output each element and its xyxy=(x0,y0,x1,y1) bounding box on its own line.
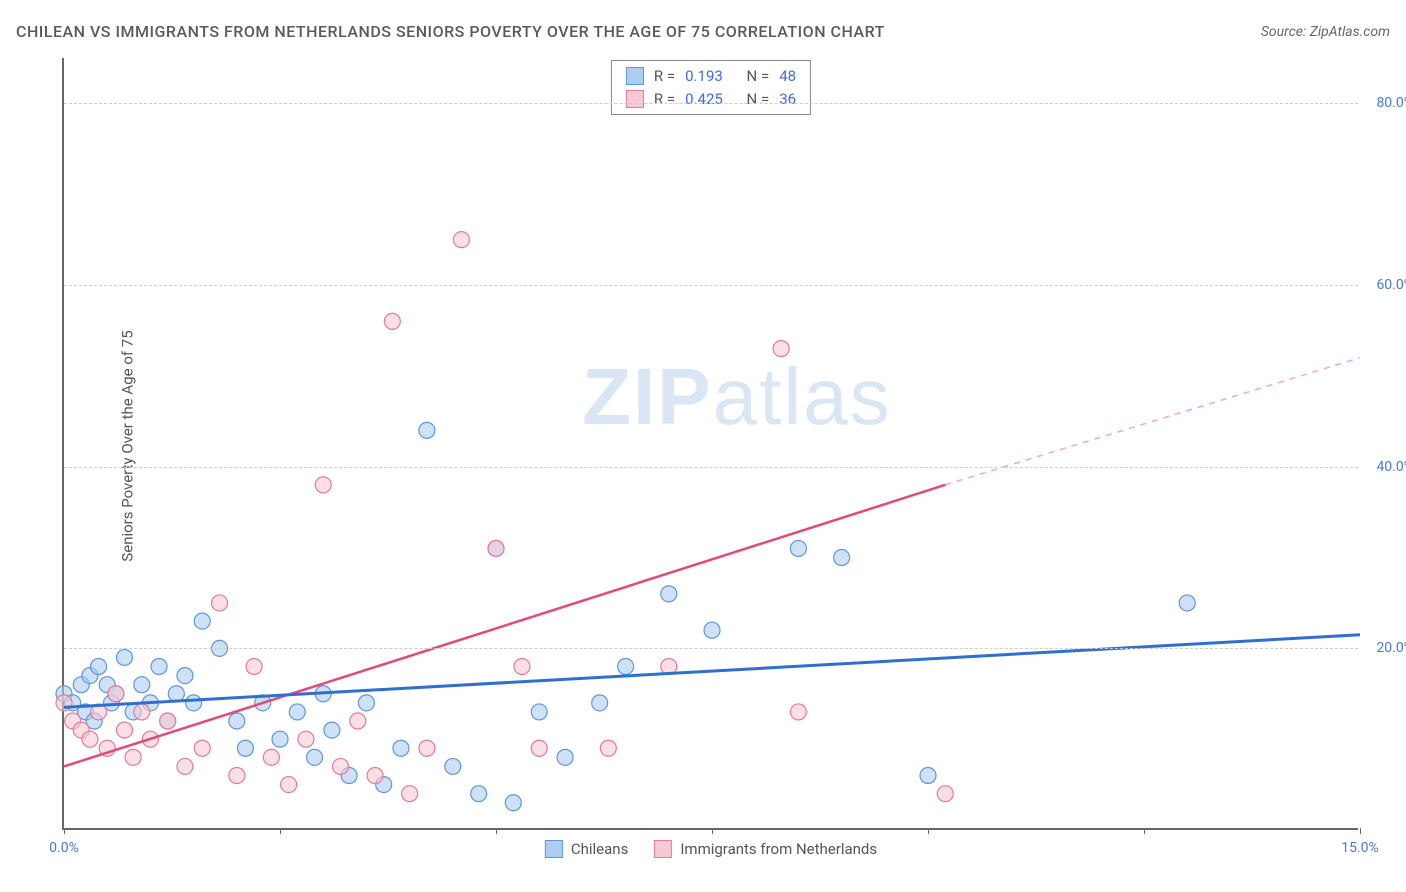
data-point xyxy=(600,740,616,756)
data-point xyxy=(453,232,469,248)
data-point xyxy=(177,758,193,774)
data-point xyxy=(531,704,547,720)
data-point xyxy=(488,540,504,556)
legend-swatch-0 xyxy=(545,840,563,858)
legend-item-1: Immigrants from Netherlands xyxy=(654,840,877,858)
data-point xyxy=(151,659,167,675)
data-point xyxy=(229,713,245,729)
data-point xyxy=(367,768,383,784)
data-point xyxy=(307,749,323,765)
data-point xyxy=(315,477,331,493)
swatch-series-1 xyxy=(626,90,644,108)
ytick-label: 40.0% xyxy=(1376,459,1406,475)
xtick xyxy=(64,828,65,834)
xtick xyxy=(280,828,281,834)
data-point xyxy=(263,749,279,765)
data-point xyxy=(393,740,409,756)
legend-label-1: Immigrants from Netherlands xyxy=(680,840,877,858)
ytick-label: 60.0% xyxy=(1376,277,1406,293)
data-point xyxy=(1179,595,1195,611)
gridline-h xyxy=(64,648,1358,649)
chart-svg xyxy=(64,58,1358,828)
bottom-legend: Chileans Immigrants from Netherlands xyxy=(545,840,877,858)
data-point xyxy=(704,622,720,638)
xtick-label: 0.0% xyxy=(49,840,79,856)
data-point xyxy=(91,659,107,675)
data-point xyxy=(531,740,547,756)
legend-swatch-1 xyxy=(654,840,672,858)
data-point xyxy=(471,786,487,802)
data-point xyxy=(160,713,176,729)
data-point xyxy=(134,677,150,693)
data-point xyxy=(194,740,210,756)
data-point xyxy=(289,704,305,720)
legend-item-0: Chileans xyxy=(545,840,628,858)
data-point xyxy=(834,550,850,566)
chart-title: CHILEAN VS IMMIGRANTS FROM NETHERLANDS S… xyxy=(16,22,885,41)
data-point xyxy=(661,586,677,602)
data-point xyxy=(108,686,124,702)
data-point xyxy=(505,795,521,811)
data-point xyxy=(82,731,98,747)
legend-label-0: Chileans xyxy=(571,840,628,858)
plot-area: ZIPatlas R = 0.193 N = 48 R = 0.425 N = … xyxy=(62,58,1358,830)
data-point xyxy=(402,786,418,802)
data-point xyxy=(324,722,340,738)
n-value-series-0: 48 xyxy=(779,65,796,88)
stats-row-series-1: R = 0.425 N = 36 xyxy=(626,88,796,111)
data-point xyxy=(229,768,245,784)
data-point xyxy=(350,713,366,729)
ytick-label: 20.0% xyxy=(1376,640,1406,656)
data-point xyxy=(920,768,936,784)
data-point xyxy=(445,758,461,774)
stats-row-series-0: R = 0.193 N = 48 xyxy=(626,65,796,88)
data-point xyxy=(557,749,573,765)
data-point xyxy=(790,704,806,720)
data-point xyxy=(592,695,608,711)
data-point xyxy=(194,613,210,629)
data-point xyxy=(358,695,374,711)
xtick xyxy=(496,828,497,834)
xtick xyxy=(712,828,713,834)
data-point xyxy=(186,695,202,711)
ytick-label: 80.0% xyxy=(1376,95,1406,111)
data-point xyxy=(790,540,806,556)
data-point xyxy=(384,313,400,329)
xtick xyxy=(928,828,929,834)
data-point xyxy=(246,659,262,675)
r-value-series-0: 0.193 xyxy=(685,65,723,88)
xtick-label: 15.0% xyxy=(1341,840,1379,856)
gridline-h xyxy=(64,285,1358,286)
data-point xyxy=(116,649,132,665)
source-attribution: Source: ZipAtlas.com xyxy=(1261,24,1390,40)
data-point xyxy=(618,659,634,675)
data-point xyxy=(419,740,435,756)
data-point xyxy=(332,758,348,774)
data-point xyxy=(272,731,288,747)
gridline-h xyxy=(64,103,1358,104)
n-value-series-1: 36 xyxy=(779,88,796,111)
xtick xyxy=(1144,828,1145,834)
title-bar: CHILEAN VS IMMIGRANTS FROM NETHERLANDS S… xyxy=(16,22,1390,41)
swatch-series-0 xyxy=(626,67,644,85)
r-value-series-1: 0.425 xyxy=(685,88,723,111)
data-point xyxy=(177,668,193,684)
data-point xyxy=(212,595,228,611)
data-point xyxy=(281,777,297,793)
data-point xyxy=(237,740,253,756)
data-point xyxy=(116,722,132,738)
data-point xyxy=(419,422,435,438)
gridline-h xyxy=(64,467,1358,468)
data-point xyxy=(773,341,789,357)
data-point xyxy=(514,659,530,675)
stats-legend-box: R = 0.193 N = 48 R = 0.425 N = 36 xyxy=(611,60,811,115)
xtick xyxy=(1360,828,1361,834)
data-point xyxy=(134,704,150,720)
data-point xyxy=(125,749,141,765)
data-point xyxy=(298,731,314,747)
data-point xyxy=(937,786,953,802)
